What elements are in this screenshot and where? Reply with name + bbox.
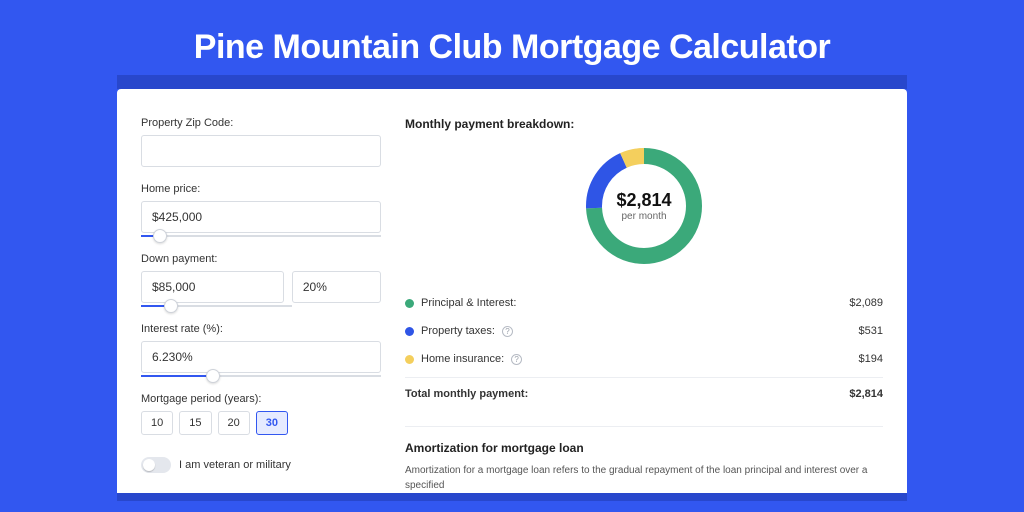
rate-field: Interest rate (%): [141, 323, 381, 377]
breakdown-panel: Monthly payment breakdown: $2,814 per mo… [405, 117, 883, 493]
downpayment-pct-input[interactable] [292, 271, 381, 303]
legend-row: Home insurance:? $194 [405, 345, 883, 373]
period-field: Mortgage period (years): 1015 2030 [141, 393, 381, 435]
total-value: $2,814 [849, 388, 883, 400]
price-input[interactable] [141, 201, 381, 233]
payment-donut-chart: $2,814 per month [579, 141, 709, 271]
amortization-title: Amortization for mortgage loan [405, 441, 883, 455]
legend-value: $2,089 [849, 297, 883, 309]
legend-value: $531 [859, 325, 883, 337]
veteran-field: I am veteran or military [141, 457, 381, 473]
veteran-toggle[interactable] [141, 457, 171, 473]
breakdown-title: Monthly payment breakdown: [405, 117, 883, 131]
price-label: Home price: [141, 183, 381, 195]
total-row: Total monthly payment: $2,814 [405, 377, 883, 408]
legend-dot [405, 327, 414, 336]
legend-label: Home insurance: [421, 353, 504, 365]
info-icon[interactable]: ? [511, 354, 522, 365]
price-slider[interactable] [141, 235, 381, 237]
period-option-30[interactable]: 30 [256, 411, 288, 435]
zip-label: Property Zip Code: [141, 117, 381, 129]
total-label: Total monthly payment: [405, 388, 528, 400]
legend-row: Property taxes:? $531 [405, 317, 883, 345]
period-option-20[interactable]: 20 [218, 411, 250, 435]
downpayment-field: Down payment: [141, 253, 381, 307]
price-slider-thumb[interactable] [153, 229, 167, 243]
amortization-body: Amortization for a mortgage loan refers … [405, 463, 883, 493]
amortization-section: Amortization for mortgage loan Amortizat… [405, 426, 883, 493]
calculator-card: Property Zip Code: Home price: Down paym… [117, 89, 907, 493]
legend-label: Property taxes: [421, 325, 495, 337]
rate-slider[interactable] [141, 375, 381, 377]
downpayment-slider[interactable] [141, 305, 292, 307]
period-option-15[interactable]: 15 [179, 411, 211, 435]
form-panel: Property Zip Code: Home price: Down paym… [141, 117, 381, 493]
legend-dot [405, 299, 414, 308]
zip-field: Property Zip Code: [141, 117, 381, 167]
donut-center-value: $2,814 [616, 190, 671, 211]
veteran-label: I am veteran or military [179, 459, 291, 471]
downpayment-label: Down payment: [141, 253, 381, 265]
rate-slider-thumb[interactable] [206, 369, 220, 383]
legend-value: $194 [859, 353, 883, 365]
period-option-10[interactable]: 10 [141, 411, 173, 435]
legend-row: Principal & Interest: $2,089 [405, 289, 883, 317]
zip-input[interactable] [141, 135, 381, 167]
downpayment-input[interactable] [141, 271, 284, 303]
price-field: Home price: [141, 183, 381, 237]
rate-input[interactable] [141, 341, 381, 373]
period-label: Mortgage period (years): [141, 393, 381, 405]
info-icon[interactable]: ? [502, 326, 513, 337]
rate-label: Interest rate (%): [141, 323, 381, 335]
donut-center-sub: per month [621, 211, 666, 222]
downpayment-slider-thumb[interactable] [164, 299, 178, 313]
legend-dot [405, 355, 414, 364]
legend-label: Principal & Interest: [421, 297, 516, 309]
